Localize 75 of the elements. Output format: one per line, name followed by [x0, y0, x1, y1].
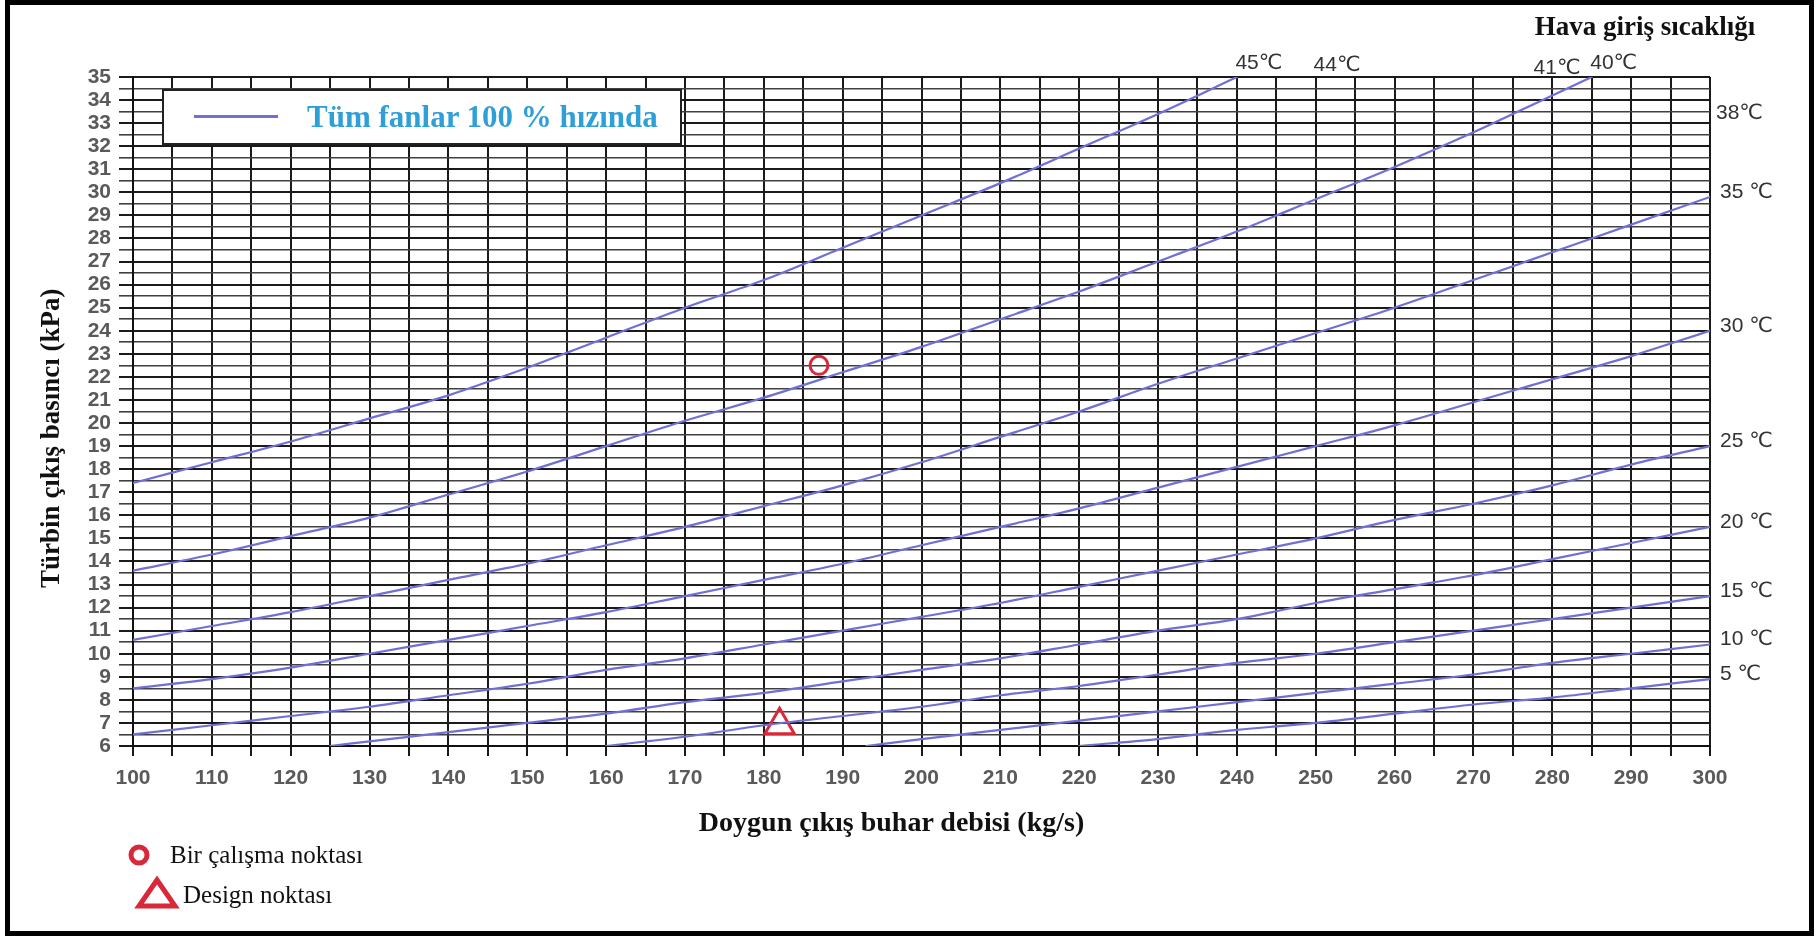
series-label: 20 ℃: [1720, 508, 1773, 532]
y-tick-label: 27: [87, 248, 111, 272]
y-tick-label: 19: [87, 432, 111, 456]
y-tick-label: 11: [88, 617, 112, 641]
x-tick-label: 110: [194, 765, 229, 789]
x-tick-label: 210: [982, 765, 1018, 789]
legend-label: Bir çalışma noktası: [170, 840, 364, 868]
y-tick-label: 34: [87, 86, 112, 110]
x-tick-label: 240: [1219, 765, 1255, 789]
x-tick-label: 190: [825, 765, 861, 789]
y-tick-label: 15: [87, 525, 112, 549]
x-tick-label: 160: [588, 765, 624, 789]
series-label: 30 ℃: [1720, 312, 1773, 336]
line-series: [133, 77, 1593, 572]
line-series: [329, 525, 1710, 746]
y-tick-label: 26: [87, 271, 111, 295]
y-tick-label: 16: [87, 502, 111, 526]
text: 38℃: [1716, 99, 1763, 123]
text: 44℃: [1313, 51, 1361, 75]
y-tick-label: 29: [87, 202, 111, 226]
y-tick-label: 8: [99, 686, 112, 710]
x-tick-label: 220: [1061, 765, 1097, 789]
y-tick-label: 12: [87, 594, 111, 618]
y-tick-label: 30: [87, 179, 111, 203]
y-tick-label: 7: [99, 709, 111, 733]
y-tick-label: 22: [87, 363, 111, 387]
x-tick-label: 100: [115, 765, 151, 789]
annotation: 41℃: [1533, 54, 1581, 78]
line-series: [1078, 678, 1710, 746]
line-series: [133, 77, 1238, 485]
x-axis-title: Doygun çıkış buhar debisi (kg/s): [698, 806, 1085, 838]
line-series: [865, 643, 1710, 746]
series-label: 35 ℃: [1720, 178, 1773, 202]
y-tick-label: 31: [87, 156, 112, 180]
y-tick-label: 9: [99, 663, 111, 687]
series-label: 45℃: [1235, 49, 1283, 73]
x-tick-label: 170: [667, 765, 703, 789]
series-label: 5 ℃: [1720, 660, 1762, 684]
x-tick-label: 290: [1613, 765, 1649, 789]
y-tick-label: 33: [87, 109, 111, 133]
x-tick-label: 270: [1455, 765, 1491, 789]
y-tick-label: 20: [87, 409, 111, 433]
x-tick-label: 140: [430, 765, 466, 789]
y-tick-label: 6: [99, 732, 111, 756]
series-label: 25 ℃: [1720, 427, 1773, 451]
y-tick-label: 32: [87, 133, 111, 156]
x-tick-label: 230: [1140, 765, 1176, 789]
x-tick-label: 120: [273, 765, 309, 789]
y-tick-label: 10: [87, 640, 111, 664]
y-tick-label: 23: [87, 340, 111, 364]
text: Hava giriş sıcaklığı: [1534, 10, 1756, 41]
y-tick-label: 14: [87, 548, 112, 572]
y-tick-label: 21: [87, 386, 112, 410]
x-tick-label: 250: [1298, 765, 1334, 789]
y-tick-label: 35: [87, 63, 112, 87]
y-tick-label: 24: [87, 317, 112, 341]
y-tick-label: 25: [87, 294, 112, 318]
series-label: 10 ℃: [1720, 626, 1773, 650]
legend-label: Design noktası: [183, 880, 333, 908]
y-axis-title: Türbin çıkış basıncı (kPa): [34, 288, 65, 588]
x-tick-label: 260: [1377, 765, 1413, 789]
y-tick-label: 28: [87, 225, 112, 249]
x-tick-label: 300: [1692, 765, 1728, 789]
x-tick-label: 200: [903, 765, 940, 789]
y-tick-label: 17: [87, 479, 111, 503]
series-label: 15 ℃: [1720, 577, 1773, 601]
y-tick-label: 13: [87, 571, 111, 595]
y-tick-label: 18: [87, 455, 112, 479]
line-series: [605, 594, 1710, 746]
x-tick-label: 280: [1534, 765, 1570, 789]
x-tick-label: 130: [352, 765, 388, 789]
x-tick-label: 150: [509, 765, 545, 789]
annotation: Tüm fanlar 100 % hızında: [307, 99, 658, 134]
x-tick-label: 180: [746, 765, 782, 789]
series-label: 40℃: [1590, 49, 1638, 73]
